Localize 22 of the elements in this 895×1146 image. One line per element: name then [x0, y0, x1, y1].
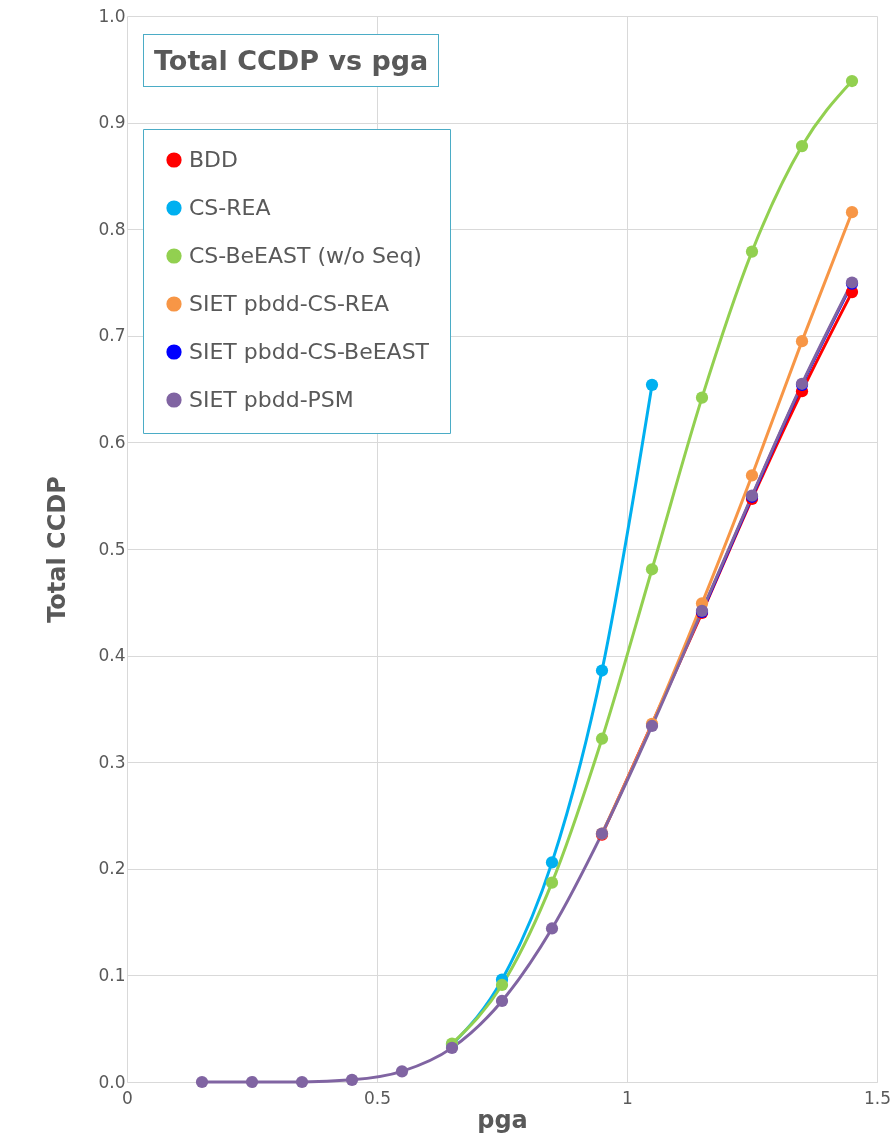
y-tick-label: 0.2: [98, 858, 126, 879]
text: Total CCDP vs pga: [143, 34, 440, 87]
y-tick-label: 0.4: [98, 645, 126, 666]
y-tick-label: 0.1: [98, 964, 126, 985]
x-axis-title: pga: [477, 1105, 528, 1134]
x-tick-label: 1: [622, 1087, 633, 1108]
legend-label: SIET pbdd-CS-REA: [189, 291, 390, 316]
y-tick-label: 0.3: [98, 751, 126, 772]
legend-label: CS-REA: [189, 195, 271, 220]
y-axis-title: Total CCDP: [43, 476, 72, 623]
x-tick-label: 1.5: [863, 1087, 892, 1108]
y-tick-label: 0.6: [98, 431, 126, 452]
y-tick-label: 1.0: [98, 5, 126, 26]
y-tick-label: 0.7: [98, 325, 126, 346]
legend-label: BDD: [189, 147, 238, 172]
y-tick-label: 0.8: [98, 218, 126, 239]
y-tick-label: 0.9: [98, 112, 126, 133]
x-tick-label: 0.5: [363, 1087, 392, 1108]
legend-label: SIET pbdd-PSM: [189, 387, 354, 412]
legend-label: SIET pbdd-CS-BeEAST: [189, 339, 430, 364]
y-tick-label: 0.5: [98, 538, 126, 559]
legend-label: CS-BeEAST (w/o Seq): [189, 243, 422, 268]
